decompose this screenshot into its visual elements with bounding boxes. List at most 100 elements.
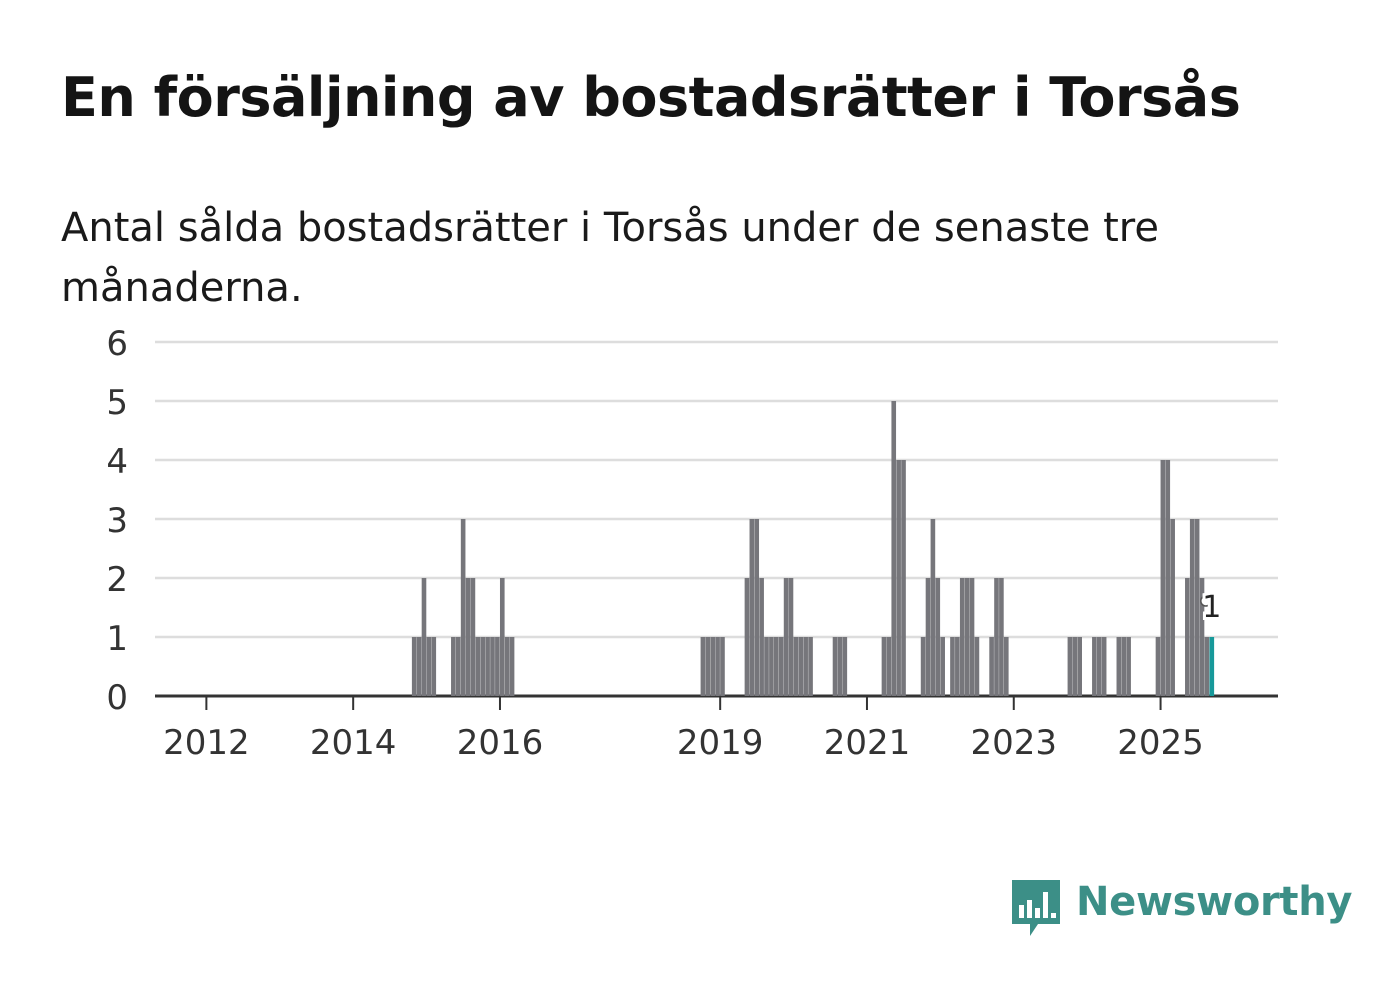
bar bbox=[1155, 637, 1161, 696]
bar bbox=[1204, 637, 1210, 696]
y-axis-ticks: 0 1 2 3 4 5 6 bbox=[106, 324, 128, 718]
y-tick-label: 6 bbox=[106, 324, 128, 364]
bar bbox=[769, 637, 774, 696]
bar bbox=[793, 637, 799, 696]
data-label: 1 bbox=[1202, 590, 1221, 625]
bar bbox=[1121, 637, 1127, 696]
bar bbox=[832, 637, 838, 696]
grid-lines bbox=[155, 340, 1278, 698]
bar bbox=[504, 637, 510, 696]
bar bbox=[955, 637, 960, 696]
bar bbox=[1199, 578, 1205, 696]
bar bbox=[485, 637, 490, 696]
bar bbox=[881, 637, 887, 696]
bar bbox=[974, 637, 980, 696]
highlight-marker bbox=[1200, 595, 1212, 607]
bar bbox=[455, 637, 461, 696]
x-tick-label: 2023 bbox=[970, 723, 1057, 763]
y-tick-label: 3 bbox=[106, 501, 128, 541]
bar bbox=[886, 637, 892, 696]
bar bbox=[426, 637, 432, 696]
bar bbox=[451, 637, 456, 696]
bar bbox=[935, 578, 941, 696]
bar bbox=[842, 637, 848, 696]
bar bbox=[1101, 637, 1107, 696]
bar bbox=[465, 578, 471, 696]
bar bbox=[1116, 637, 1122, 696]
y-tick-label: 1 bbox=[106, 619, 128, 659]
page-title: En försäljning av bostadsrätter i Torsås bbox=[61, 66, 1241, 129]
bar bbox=[1072, 637, 1078, 696]
bar bbox=[715, 637, 720, 696]
bar bbox=[509, 637, 515, 696]
bar bbox=[798, 637, 804, 696]
bar bbox=[416, 637, 422, 696]
bar bbox=[1165, 460, 1171, 696]
bar bbox=[925, 578, 931, 696]
bar bbox=[1194, 519, 1200, 696]
bar bbox=[896, 460, 901, 696]
x-tick-label: 2016 bbox=[457, 723, 544, 763]
newsworthy-logo-icon bbox=[1012, 880, 1060, 936]
newsworthy-logo: Newsworthy bbox=[1010, 878, 1353, 942]
bar bbox=[749, 519, 755, 696]
bar bbox=[759, 578, 764, 696]
bar bbox=[920, 637, 926, 696]
y-tick-label: 5 bbox=[106, 383, 128, 423]
bar bbox=[901, 460, 906, 696]
bar bbox=[1160, 460, 1166, 696]
bar bbox=[808, 637, 813, 696]
x-tick-label: 2012 bbox=[163, 723, 250, 763]
bar bbox=[1092, 637, 1097, 696]
bar bbox=[720, 637, 725, 696]
bar bbox=[1126, 637, 1131, 696]
bar bbox=[1077, 637, 1082, 696]
bar bbox=[1096, 637, 1102, 696]
bar bbox=[964, 578, 970, 696]
bar bbox=[499, 578, 505, 696]
y-tick-label: 2 bbox=[106, 560, 128, 600]
bar bbox=[754, 519, 760, 696]
bar bbox=[837, 637, 843, 696]
bar bbox=[764, 637, 769, 696]
x-tick-label: 2025 bbox=[1117, 723, 1204, 763]
bar bbox=[1003, 637, 1009, 696]
bar bbox=[930, 519, 936, 696]
bar bbox=[999, 578, 1004, 696]
bar bbox=[989, 637, 994, 696]
bar bbox=[431, 637, 437, 696]
bar bbox=[803, 637, 808, 696]
bar bbox=[744, 578, 750, 696]
bar bbox=[460, 519, 466, 696]
bar bbox=[470, 578, 476, 696]
bar bbox=[969, 578, 975, 696]
annotations: 1 bbox=[1199, 587, 1224, 628]
bar bbox=[959, 578, 965, 696]
x-tick-label: 2019 bbox=[677, 723, 764, 763]
y-tick-label: 4 bbox=[106, 442, 128, 482]
bar bbox=[700, 637, 706, 696]
bar bbox=[1189, 519, 1195, 696]
bar bbox=[940, 637, 945, 696]
bar bbox=[1185, 578, 1190, 696]
bar bbox=[411, 637, 417, 696]
x-axis-ticks: 2012 2014 2016 2019 2021 2023 2025 bbox=[163, 696, 1204, 763]
bar bbox=[495, 637, 500, 696]
brand-name: Newsworthy bbox=[1076, 879, 1353, 925]
bar bbox=[475, 637, 481, 696]
bar bbox=[1170, 519, 1175, 696]
bar bbox=[783, 578, 789, 696]
bar bbox=[788, 578, 794, 696]
bar bbox=[773, 637, 779, 696]
chart-subtitle: Antal sålda bostadsrätter i Torsås under… bbox=[61, 205, 1159, 311]
x-tick-label: 2021 bbox=[824, 723, 911, 763]
y-tick-label: 0 bbox=[106, 678, 128, 718]
bar bbox=[891, 401, 897, 696]
bar bbox=[421, 578, 427, 696]
bar bbox=[950, 637, 955, 696]
bar bbox=[480, 637, 486, 696]
bar-highlight bbox=[1209, 637, 1215, 696]
bar bbox=[705, 637, 711, 696]
bar bbox=[710, 637, 716, 696]
